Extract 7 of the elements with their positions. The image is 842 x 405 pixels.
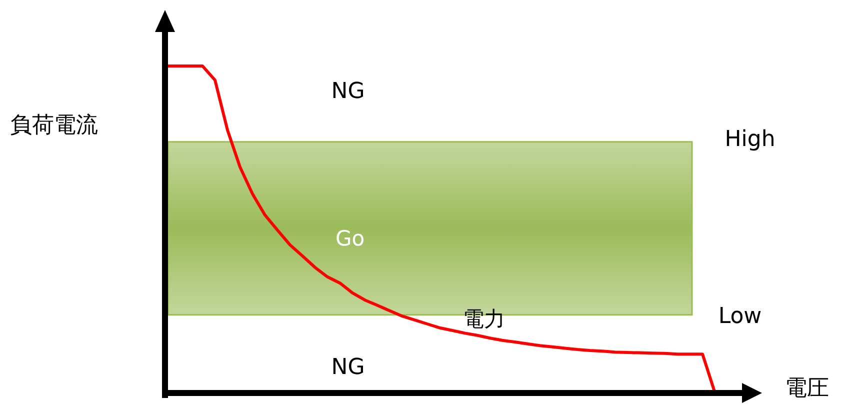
annotation: Low	[718, 304, 762, 329]
annotation: NG	[331, 355, 365, 380]
annotation: NG	[331, 79, 365, 104]
x-axis-title: 電圧	[785, 376, 829, 401]
y-axis-title: 負荷電流	[10, 113, 98, 138]
band-label: Go	[335, 226, 365, 251]
text: High	[724, 127, 776, 152]
